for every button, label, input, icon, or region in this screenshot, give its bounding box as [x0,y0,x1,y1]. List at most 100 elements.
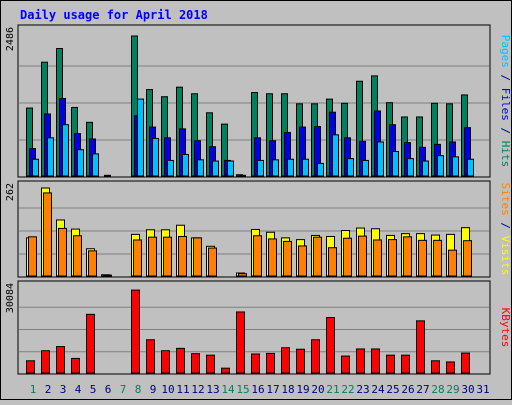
bar-sites [103,274,112,277]
bar-kbytes [146,339,155,374]
bar-sites [88,250,97,277]
x-tick-label: 24 [371,383,385,396]
x-tick-label: 19 [296,383,309,396]
bar-kbytes [86,313,95,374]
bar-pages [197,159,204,177]
bar-kbytes [326,317,335,374]
x-tick-label: 22 [341,383,354,396]
bar-kbytes [161,350,170,374]
x-tick-label: 29 [446,383,459,396]
bar-kbytes [356,348,365,374]
x-tick-label: 13 [206,383,219,396]
bar-sites [163,236,172,277]
x-tick-label: 10 [161,383,174,396]
bar-pages [167,159,174,177]
panel-1: 2486 Pages / Files / Hits [5,24,512,178]
bar-kbytes [131,289,140,374]
x-tick-label: 28 [431,383,444,396]
bar-kbytes [56,346,65,374]
bar-sites [358,235,367,277]
x-tick-label: 6 [105,383,112,396]
right-axis-label: Sites / Visits [499,183,512,276]
right-label-files: Files [499,88,512,121]
x-tick-label: 14 [221,383,235,396]
x-tick-label: 12 [191,383,204,396]
bar-pages [182,153,189,177]
x-tick-label: 27 [416,383,429,396]
bar-sites [448,249,457,277]
x-tick-label: 7 [120,383,127,396]
bar-sites [433,239,442,277]
x-tick-label: 9 [150,383,157,396]
x-tick-label: 15 [236,383,249,396]
bar-pages [257,159,264,177]
x-tick-label: 20 [311,383,324,396]
x-axis-day-labels: 1 2 3 4 5 6 7 8 9 10 11 12 13 14 15 16 17 18 19 20 21 22 23 24 2… [30,383,490,396]
right-label-separator: / [499,121,512,141]
bar-sites [253,235,262,277]
bar-sites [208,247,217,277]
bar-sites [388,239,397,277]
right-axis-label: Pages / Files / Hits [499,35,512,168]
bar-pages [92,153,99,177]
bar-pages [62,124,69,177]
bar-pages [452,156,459,177]
bar-files [104,174,111,177]
bar-pages [362,159,369,177]
bar-pages [377,141,384,177]
x-tick-label: 25 [386,383,399,396]
bar-sites [298,245,307,277]
bar-pages [407,158,414,177]
bar-pages [227,160,234,177]
bar-kbytes [386,354,395,374]
x-tick-label: 4 [75,383,82,396]
bar-sites [238,273,247,277]
bar-pages [467,158,474,177]
bar-kbytes [176,347,185,374]
right-label-separator: / [499,216,512,236]
bar-pages [437,155,444,177]
bar-sites [463,240,472,277]
bar-kbytes [236,311,245,374]
panel-3: 30084 KBytes [5,280,512,375]
x-tick-label: 18 [281,383,294,396]
bar-sites [268,238,277,277]
right-axis-label: KBytes [499,308,512,348]
bar-pages [317,162,324,177]
x-tick-label: 5 [90,383,97,396]
x-tick-label: 26 [401,383,414,396]
bar-pages [422,160,429,177]
bar-sites [418,239,427,277]
y-max-label: 30084 [5,283,16,313]
bar-sites [403,236,412,277]
bar-pages [332,134,339,177]
x-tick-label: 8 [135,383,142,396]
bar-sites [373,239,382,277]
y-max-label: 262 [5,183,16,201]
bar-kbytes [26,360,35,374]
y-max-label: 2486 [5,27,16,51]
x-tick-label: 11 [176,383,189,396]
bar-kbytes [416,320,425,374]
bar-sites [28,236,37,277]
bar-kbytes [251,353,260,374]
bar-kbytes [71,357,80,374]
right-label-separator: / [499,68,512,88]
bar-files [239,174,246,177]
x-tick-label: 2 [45,383,52,396]
bar-pages [137,98,144,177]
bar-sites [328,247,337,277]
bar-pages [287,158,294,177]
bar-kbytes [296,348,305,374]
bar-sites [43,192,52,277]
x-tick-label: 1 [30,383,37,396]
bar-sites [283,240,292,277]
bar-sites [133,239,142,277]
x-tick-label: 3 [60,383,67,396]
right-label-visits: Visits [499,236,512,276]
bar-pages [347,158,354,177]
bar-pages [77,149,84,177]
bar-sites [58,227,67,277]
